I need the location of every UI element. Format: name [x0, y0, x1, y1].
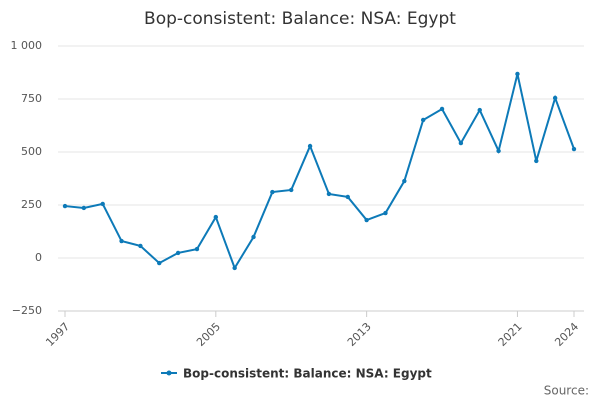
point: [289, 187, 294, 193]
point: [439, 106, 445, 112]
point: [81, 205, 87, 211]
chart-title: Bop-consistent: Balance: NSA: Egypt: [144, 9, 456, 29]
point: [552, 95, 558, 101]
point: [571, 146, 577, 152]
point: [534, 158, 539, 164]
point: [213, 214, 219, 220]
point: [232, 265, 237, 271]
point: [251, 234, 256, 240]
y-tick-label: −250: [12, 304, 42, 317]
point: [157, 260, 162, 266]
point: [364, 217, 369, 223]
point: [515, 71, 520, 77]
point: [402, 178, 407, 184]
point: [62, 203, 68, 209]
point: [175, 250, 181, 256]
y-tick-label: 1 000: [11, 39, 43, 52]
point: [477, 107, 482, 113]
point: [383, 210, 388, 216]
y-tick-label: 500: [21, 145, 42, 158]
point: [194, 246, 200, 252]
point: [326, 191, 332, 197]
x-tick-label: 2013: [345, 320, 374, 349]
x-tick-label: 2024: [552, 320, 581, 349]
x-tick-label: 1997: [43, 320, 72, 349]
point: [119, 238, 124, 244]
legend-label: Bop-consistent: Balance: NSA: Egypt: [183, 367, 432, 381]
x-tick-label: 2005: [194, 320, 223, 349]
y-tick-label: 250: [21, 198, 42, 211]
x-tick-label: 2021: [496, 320, 525, 349]
source: Source:: [544, 384, 589, 398]
point: [420, 117, 426, 123]
y-tick-label: 0: [35, 251, 42, 264]
y-tick-label: 750: [21, 92, 42, 105]
point: [496, 148, 501, 154]
point: [138, 243, 143, 249]
point: [100, 201, 105, 207]
point: [270, 189, 275, 195]
point: [458, 140, 464, 146]
point: [307, 143, 313, 149]
point: [345, 194, 350, 200]
legend-marker: [166, 370, 172, 376]
series-line: [64, 73, 575, 271]
